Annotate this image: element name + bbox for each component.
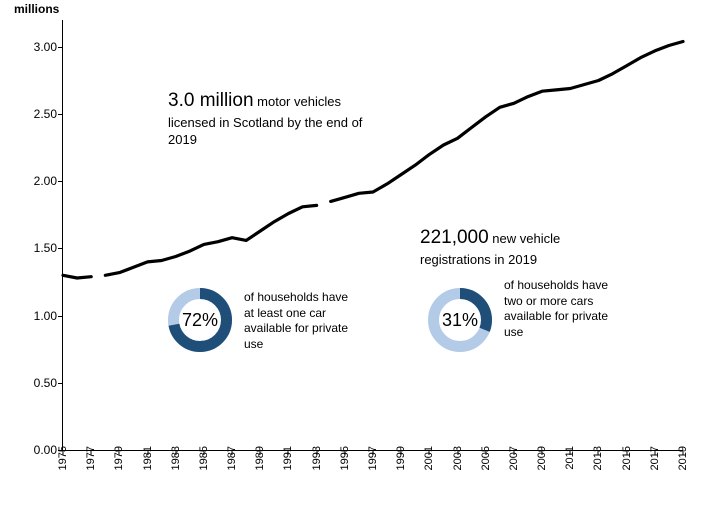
x-tick-label: 1975	[57, 446, 69, 470]
x-tick-label: 1993	[311, 446, 323, 470]
donut-households-two-cars-percent: 31%	[428, 288, 492, 352]
line-segment1	[63, 275, 91, 278]
y-tick-label: 2.50	[21, 107, 57, 121]
y-tick-label: 0.00	[21, 443, 57, 457]
y-tick-label: 3.00	[21, 40, 57, 54]
y-axis-title: millions	[14, 2, 59, 16]
x-tick-label: 1995	[339, 446, 351, 470]
callout-new-registrations: 221,000 new vehicle registrations in 201…	[420, 225, 620, 268]
x-tick-label: 2003	[452, 446, 464, 470]
x-tick-label: 2009	[536, 446, 548, 470]
x-tick-label: 1991	[282, 446, 294, 470]
y-tick-mark	[58, 383, 63, 384]
y-tick-mark	[58, 181, 63, 182]
x-tick-label: 1987	[226, 446, 238, 470]
x-tick-label: 2015	[621, 446, 633, 470]
chart-container: millions 0.00 0.50 1.00 1.50 2.00 2.50 3.00 197…	[0, 0, 704, 512]
x-tick-label: 1997	[367, 446, 379, 470]
y-tick-mark	[58, 47, 63, 48]
line-segment2	[105, 205, 316, 275]
x-tick-label: 2013	[592, 446, 604, 470]
x-tick-label: 2007	[508, 446, 520, 470]
donut-households-one-car: 72%	[168, 288, 232, 352]
y-tick-label: 1.00	[21, 309, 57, 323]
x-tick-label: 1983	[170, 446, 182, 470]
donut-households-two-cars: 31%	[428, 288, 492, 352]
callout-vehicles-licensed: 3.0 million motor vehicles licensed in S…	[168, 88, 388, 149]
x-tick-label: 2001	[423, 446, 435, 470]
y-tick-mark	[58, 114, 63, 115]
donut-households-one-car-caption: of households have at least one car avai…	[244, 290, 354, 352]
y-tick-mark	[58, 316, 63, 317]
x-tick-label: 1981	[142, 446, 154, 470]
x-tick-label: 1985	[198, 446, 210, 470]
x-tick-label: 1999	[395, 446, 407, 470]
y-tick-label: 0.50	[21, 376, 57, 390]
x-tick-label: 2017	[649, 446, 661, 470]
donut-households-one-car-percent: 72%	[168, 288, 232, 352]
callout-vehicles-licensed-headline: 3.0 million	[168, 90, 254, 111]
x-tick-label: 1977	[85, 446, 97, 470]
y-tick-mark	[58, 248, 63, 249]
y-tick-label: 1.50	[21, 241, 57, 255]
x-tick-label: 1989	[254, 446, 266, 470]
donut-households-two-cars-caption: of households have two or more cars avai…	[504, 278, 614, 340]
y-tick-label: 2.00	[21, 174, 57, 188]
x-tick-label: 2019	[677, 446, 689, 470]
x-tick-label: 2011	[564, 446, 576, 470]
x-tick-label: 1979	[113, 446, 125, 470]
callout-new-registrations-headline: 221,000	[420, 227, 489, 248]
x-tick-label: 2005	[480, 446, 492, 470]
